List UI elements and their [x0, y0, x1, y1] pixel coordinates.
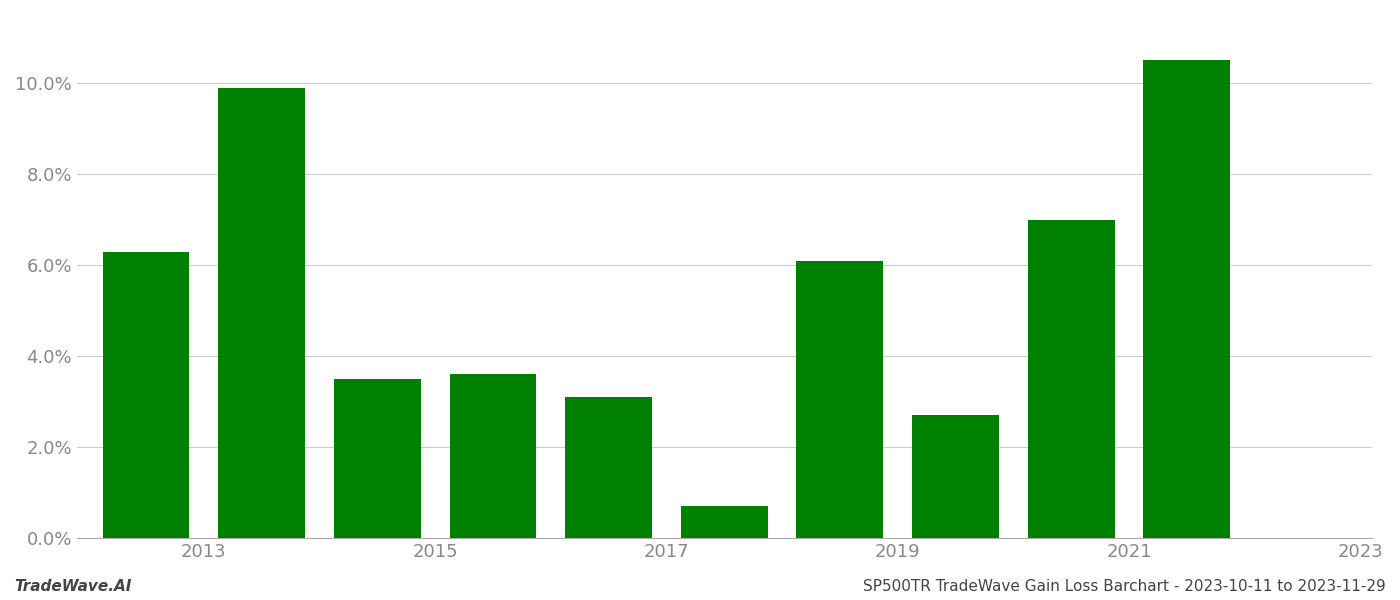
Text: SP500TR TradeWave Gain Loss Barchart - 2023-10-11 to 2023-11-29: SP500TR TradeWave Gain Loss Barchart - 2…: [864, 579, 1386, 594]
Bar: [449, 374, 536, 538]
Bar: [680, 506, 767, 538]
Bar: [1144, 61, 1231, 538]
Bar: [566, 397, 652, 538]
Bar: [218, 88, 305, 538]
Text: TradeWave.AI: TradeWave.AI: [14, 579, 132, 594]
Bar: [102, 251, 189, 538]
Bar: [1028, 220, 1114, 538]
Bar: [913, 415, 998, 538]
Bar: [335, 379, 420, 538]
Bar: [797, 260, 883, 538]
